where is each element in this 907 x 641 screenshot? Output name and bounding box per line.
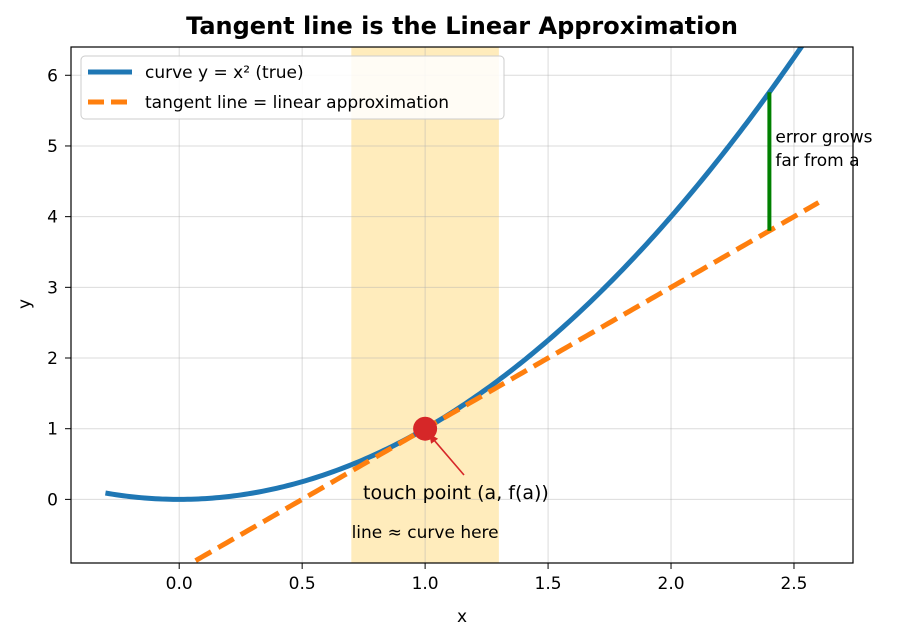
x-axis-label: x [457,607,467,627]
axes-frame [70,46,854,564]
x-tick-label: 1.0 [412,574,439,594]
legend-box [80,55,505,120]
y-tick-label: 0 [47,490,58,510]
x-tick-label: 2.0 [658,574,685,594]
x-tick-label: 2.5 [780,574,807,594]
x-tick-label: 0.0 [166,574,193,594]
error-label-line2: far from a [775,151,859,171]
y-tick-label: 1 [47,420,58,440]
legend-label-tangent: tangent line = linear approximation [145,93,449,113]
plot-area: 0.0 0.5 1.0 1.5 2.0 2.5 0 1 2 3 4 5 6 error grows far … [47,46,873,594]
y-tick-label: 5 [47,137,58,157]
chart-title: Tangent line is the Linear Approximation [186,12,738,40]
y-tick-label: 3 [47,278,58,298]
touch-point-label: touch point (a, f(a)) [363,482,549,504]
series-tangent-line [186,200,820,563]
highlight-band [351,47,499,563]
y-tick-label: 2 [47,349,58,369]
band-label: line ≈ curve here [352,523,499,543]
y-tick-label: 4 [47,208,58,228]
error-label-line1: error grows [775,127,872,147]
touch-point-marker [413,416,438,441]
legend-label-curve: curve y = x² (true) [145,63,304,83]
legend: curve y = x² (true) tangent line = linea… [80,55,505,120]
series-curve-line [105,47,805,502]
x-tick-label: 1.5 [535,574,562,594]
y-axis-label: y [15,299,35,309]
x-tick-label: 0.5 [289,574,316,594]
touch-point-arrow [430,436,465,476]
y-tick-label: 6 [47,66,58,86]
